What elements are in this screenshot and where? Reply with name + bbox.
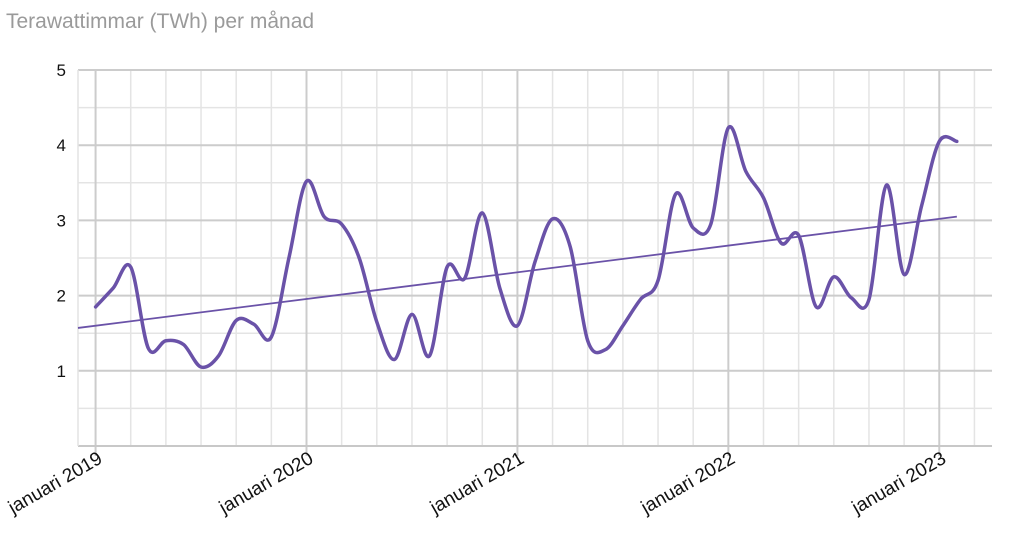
data-point bbox=[357, 256, 361, 260]
data-point bbox=[305, 179, 309, 183]
data-point bbox=[762, 196, 766, 200]
y-tick-label: 4 bbox=[57, 136, 66, 155]
y-tick-label: 2 bbox=[57, 287, 66, 306]
data-point bbox=[832, 275, 836, 279]
data-point bbox=[94, 305, 98, 309]
data-point bbox=[621, 324, 625, 328]
data-point bbox=[533, 260, 537, 264]
data-point bbox=[181, 342, 185, 346]
trend-line bbox=[77, 215, 957, 329]
x-axis-tick-labels: januari 2019 januari 2020 januari 2021 janu… bbox=[4, 448, 950, 519]
data-point bbox=[129, 265, 133, 269]
data-point bbox=[410, 312, 414, 316]
chart-title: Terawattimmar (TWh) per månad bbox=[6, 10, 315, 33]
data-point bbox=[234, 318, 238, 322]
y-axis-tick-labels: 1 2 3 4 5 bbox=[57, 61, 66, 381]
x-tick-label: januari 2022 bbox=[637, 448, 739, 519]
data-point bbox=[146, 346, 150, 350]
data-point bbox=[199, 365, 203, 369]
data-point bbox=[656, 279, 660, 283]
series-layer bbox=[77, 124, 959, 370]
x-tick-label: januari 2023 bbox=[848, 448, 950, 519]
data-point bbox=[691, 226, 695, 230]
x-tick-label: januari 2020 bbox=[215, 448, 317, 519]
data-point bbox=[885, 183, 889, 187]
data-point bbox=[515, 324, 519, 328]
data-point bbox=[674, 192, 678, 196]
y-tick-label: 5 bbox=[57, 61, 66, 80]
data-point bbox=[164, 339, 168, 343]
data-point bbox=[568, 245, 572, 249]
y-tick-label: 1 bbox=[57, 362, 66, 381]
data-point bbox=[849, 296, 853, 300]
data-point bbox=[937, 139, 941, 143]
grid bbox=[77, 69, 992, 456]
data-point bbox=[779, 241, 783, 245]
series-line bbox=[93, 124, 959, 370]
data-point bbox=[498, 286, 502, 290]
data-point bbox=[709, 222, 713, 226]
data-point bbox=[111, 286, 115, 290]
data-point bbox=[480, 211, 484, 215]
data-point bbox=[902, 273, 906, 277]
data-point bbox=[428, 354, 432, 358]
data-point bbox=[269, 335, 273, 339]
data-point bbox=[726, 126, 730, 130]
data-point bbox=[392, 358, 396, 362]
data-point bbox=[551, 217, 555, 221]
data-point bbox=[867, 297, 871, 301]
x-tick-label: januari 2021 bbox=[426, 448, 528, 519]
data-point bbox=[586, 339, 590, 343]
y-tick-label: 3 bbox=[57, 211, 66, 230]
data-point bbox=[814, 305, 818, 309]
data-point bbox=[252, 322, 256, 326]
data-point bbox=[603, 348, 607, 352]
data-point bbox=[920, 203, 924, 207]
data-point bbox=[638, 297, 642, 301]
x-tick-label: januari 2019 bbox=[4, 448, 106, 519]
data-point bbox=[217, 354, 221, 358]
data-point bbox=[744, 170, 748, 174]
data-point bbox=[375, 320, 379, 324]
data-point bbox=[322, 215, 326, 219]
data-point bbox=[287, 256, 291, 260]
data-point bbox=[340, 222, 344, 226]
data-point bbox=[955, 139, 959, 143]
data-point bbox=[445, 265, 449, 269]
